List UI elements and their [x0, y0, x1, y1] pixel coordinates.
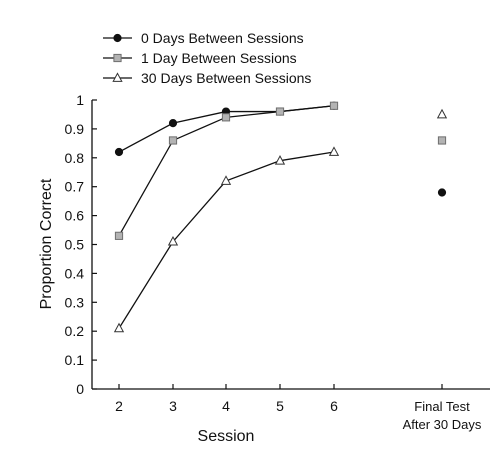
series-line: [118, 105, 335, 237]
y-tick-label: 0.6: [65, 208, 85, 224]
legend-marker-triangle: [112, 72, 123, 82]
legend-label: 0 Days Between Sessions: [141, 30, 304, 46]
y-tick-label: 0.4: [65, 265, 85, 281]
y-tick-label: 0.1: [65, 352, 85, 368]
legend-marker-circle: [113, 33, 122, 43]
y-tick-label: 0.7: [65, 179, 85, 195]
data-point-square: [168, 136, 178, 145]
final-test-point-triangle: [436, 108, 448, 119]
series-lines: [118, 105, 335, 329]
y-tick-label: 0: [76, 381, 84, 397]
x-tick-label: 5: [276, 398, 284, 414]
final-test-label-line: After 30 Days: [403, 417, 482, 432]
data-point-triangle: [274, 155, 286, 165]
x-ticks: 2 3 4 5 6: [115, 384, 443, 414]
legend-label: 1 Day Between Sessions: [141, 50, 297, 66]
data-point-triangle: [113, 322, 125, 333]
y-ticks: 0 0.1 0.2 0.3 0.4 0.5 0.6 0.7 0.8 0.9 1: [65, 92, 97, 397]
data-point-circle: [114, 147, 124, 157]
final-test-label-line: Final Test: [414, 399, 470, 414]
y-tick-label: 0.9: [65, 121, 85, 137]
final-test-point-square: [437, 136, 447, 145]
y-tick-label: 0.5: [65, 237, 85, 253]
data-point-square: [329, 101, 339, 110]
data-point-square: [114, 231, 124, 240]
y-tick-label: 0.8: [65, 150, 85, 166]
x-tick-label: 6: [330, 398, 338, 414]
x-tick-label: 4: [222, 398, 230, 414]
x-tick-label: 3: [169, 398, 177, 414]
data-point-triangle: [220, 175, 232, 185]
legend-marker-square: [113, 53, 122, 63]
data-point-triangle: [328, 146, 340, 156]
y-axis-label: Proportion Correct: [38, 178, 55, 309]
y-tick-label: 1: [76, 92, 84, 108]
y-tick-label: 0.3: [65, 294, 85, 310]
axes: [91, 100, 490, 390]
data-point-triangle: [167, 235, 179, 246]
series-markers: [113, 101, 448, 333]
x-axis-label: Session: [198, 428, 255, 445]
x-tick-label: 2: [115, 398, 123, 414]
final-test-label: Final Test After 30 Days: [403, 399, 482, 432]
data-point-square: [221, 113, 231, 122]
final-test-point-circle: [437, 188, 447, 197]
legend-label: 30 Days Between Sessions: [141, 70, 311, 86]
data-point-circle: [168, 119, 178, 128]
legend: 0 Days Between Sessions 1 Day Between Ses…: [103, 30, 311, 86]
data-point-square: [275, 107, 285, 116]
y-tick-label: 0.2: [65, 323, 85, 339]
